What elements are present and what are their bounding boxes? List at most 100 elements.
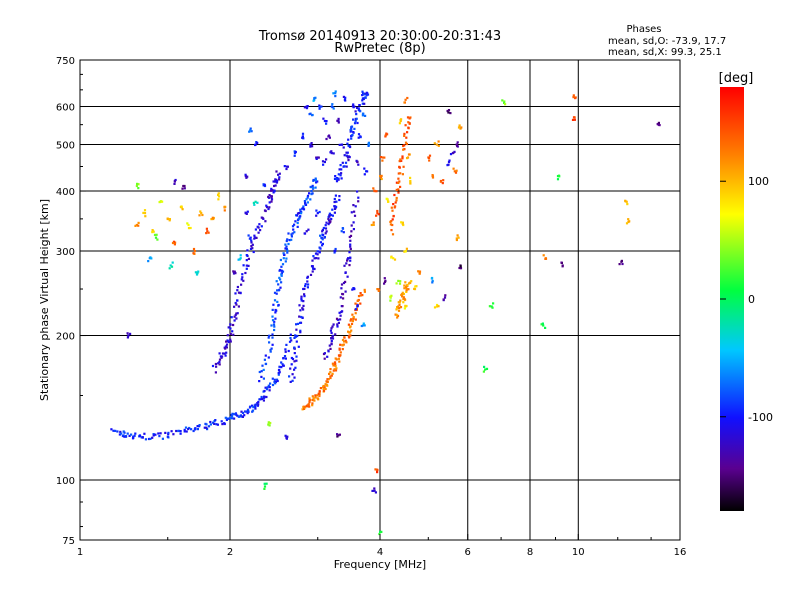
data-point — [248, 130, 251, 133]
data-point — [350, 322, 354, 325]
data-point — [236, 312, 239, 315]
data-point — [294, 335, 297, 338]
data-point — [399, 306, 403, 309]
data-point — [296, 214, 299, 217]
data-point — [348, 235, 351, 239]
data-point — [334, 92, 337, 95]
data-point — [435, 143, 438, 146]
data-point — [484, 368, 487, 371]
data-point — [303, 200, 306, 203]
data-point — [184, 426, 188, 429]
data-point — [285, 343, 288, 346]
data-points — [110, 90, 661, 536]
data-point — [380, 530, 383, 533]
data-point — [261, 216, 264, 220]
data-point — [409, 176, 412, 179]
data-point — [170, 265, 174, 268]
data-point — [295, 359, 298, 362]
data-point — [284, 348, 287, 351]
data-point — [352, 221, 355, 224]
y-tick-label: 400 — [56, 187, 75, 198]
data-point — [397, 279, 400, 282]
data-point — [122, 434, 125, 437]
data-point — [275, 292, 278, 295]
data-point — [257, 231, 260, 234]
data-point — [249, 129, 252, 132]
x-tick-label: 1 — [77, 547, 83, 558]
data-point — [337, 321, 340, 324]
data-point — [126, 336, 129, 339]
data-point — [171, 261, 174, 264]
data-point — [403, 307, 406, 310]
data-point — [452, 167, 455, 170]
data-point — [377, 213, 380, 216]
data-point — [309, 143, 312, 146]
data-point — [302, 300, 305, 303]
data-point — [376, 212, 379, 215]
data-point — [302, 208, 306, 211]
data-point — [229, 340, 232, 343]
data-point — [189, 226, 192, 230]
data-point — [311, 114, 314, 117]
data-point — [302, 405, 305, 408]
data-point — [352, 106, 355, 109]
data-point — [217, 195, 221, 198]
data-point — [268, 386, 271, 389]
data-point — [344, 271, 347, 274]
data-point — [379, 156, 383, 159]
data-point — [273, 291, 277, 294]
data-point — [259, 398, 262, 401]
data-point — [375, 214, 378, 217]
data-point — [186, 222, 189, 225]
data-point — [236, 285, 239, 289]
data-point — [350, 127, 353, 130]
data-point — [330, 213, 333, 217]
data-point — [248, 237, 251, 240]
data-point — [226, 334, 229, 337]
data-point — [114, 429, 117, 432]
data-point — [247, 234, 250, 237]
data-point — [437, 305, 440, 308]
data-point — [544, 257, 547, 260]
data-point — [372, 223, 375, 226]
data-point — [126, 332, 129, 335]
data-point — [397, 188, 400, 191]
data-point — [232, 333, 235, 336]
data-point — [359, 292, 362, 295]
data-point — [196, 425, 199, 428]
data-point — [240, 278, 243, 281]
data-point — [399, 299, 402, 302]
data-point — [357, 133, 361, 136]
data-point — [311, 265, 314, 268]
data-point — [192, 252, 195, 255]
data-point — [404, 141, 408, 144]
data-point — [112, 429, 115, 432]
data-point — [224, 345, 227, 348]
data-point — [337, 173, 340, 176]
data-point — [290, 339, 293, 342]
data-point — [234, 412, 237, 415]
data-point — [447, 163, 450, 166]
data-point — [158, 201, 161, 204]
data-point — [379, 176, 383, 179]
data-point — [400, 159, 403, 162]
data-point — [302, 304, 305, 307]
data-point — [187, 223, 190, 227]
data-point — [245, 212, 248, 215]
data-point — [338, 360, 341, 363]
data-point — [335, 367, 338, 370]
data-point — [277, 283, 280, 286]
data-point — [306, 201, 309, 204]
data-point — [137, 224, 140, 227]
data-point — [321, 242, 324, 245]
data-point — [455, 143, 458, 146]
data-point — [320, 236, 323, 239]
data-point — [290, 235, 293, 238]
data-point — [354, 110, 357, 113]
data-point — [232, 270, 235, 273]
data-point — [254, 407, 257, 410]
data-point — [277, 369, 281, 372]
data-point — [346, 151, 349, 154]
data-point — [658, 124, 661, 127]
data-point — [403, 250, 406, 253]
